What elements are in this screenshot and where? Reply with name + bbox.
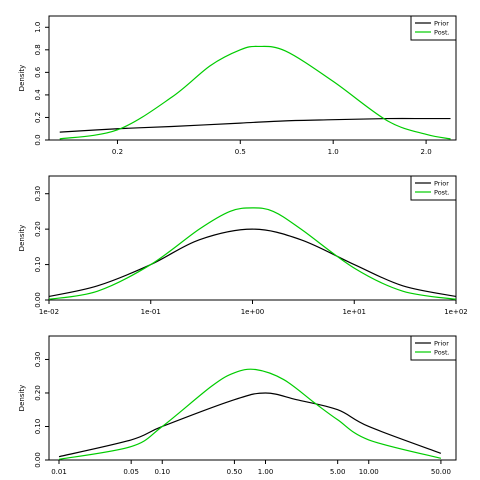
plot-frame <box>48 15 457 141</box>
x-tick-label: 10.00 <box>359 468 379 476</box>
y-axis-label: Density <box>18 65 26 92</box>
x-tick-label: 1e-01 <box>141 308 161 316</box>
y-tick-label: 0.6 <box>34 66 42 78</box>
legend-box <box>410 15 457 41</box>
y-tick-label: 0.10 <box>34 257 42 273</box>
y-tick-label: 0.30 <box>34 186 42 202</box>
x-tick-label: 1e+01 <box>342 308 366 316</box>
x-tick-label: 0.50 <box>227 468 243 476</box>
legend-label: Prior <box>434 180 449 188</box>
x-tick-label: 5.00 <box>330 468 346 476</box>
plot-frame <box>48 335 457 461</box>
x-tick-label: 1e+02 <box>444 308 468 316</box>
legend-label: Post. <box>434 349 450 357</box>
y-axis-label: Density <box>18 385 26 412</box>
x-tick-label: 1.0 <box>328 148 339 156</box>
x-tick-label: 0.10 <box>154 468 170 476</box>
y-tick-label: 0.00 <box>34 292 42 308</box>
y-tick-label: 0.10 <box>34 419 42 435</box>
x-tick-label: 0.01 <box>51 468 67 476</box>
series-line-prior <box>48 228 457 298</box>
legend-label: Prior <box>434 340 449 348</box>
y-tick-label: 1.0 <box>34 22 42 33</box>
y-tick-label: 0.2 <box>34 112 42 123</box>
x-tick-label: 0.2 <box>112 148 123 156</box>
legend-box <box>410 175 457 201</box>
chart-panel-1: 0.2 0.5 1.0 2.0 0.0 0.2 0.4 0.6 0.8 1.0 Density Pri… <box>18 15 457 156</box>
chart-panel-2: 1e-02 1e-01 1e+00 1e+01 1e+02 0.00 0.10 0.20 0.3… <box>18 175 468 316</box>
y-tick-label: 0.0 <box>34 134 42 145</box>
series-line-post <box>58 368 442 460</box>
series-line-prior <box>59 117 451 133</box>
series-line-prior <box>58 392 442 458</box>
x-tick-label: 0.5 <box>235 148 246 156</box>
x-tick-label: 1.00 <box>258 468 274 476</box>
series-line-post <box>59 45 451 140</box>
y-tick-label: 0.4 <box>34 89 42 101</box>
chart-panel-3: 0.01 0.05 0.10 0.50 1.00 5.00 10.00 50.00 0.00 0.… <box>18 335 457 476</box>
x-tick-label: 1e-02 <box>39 308 59 316</box>
legend-label: Post. <box>434 29 450 37</box>
legend-label: Post. <box>434 189 450 197</box>
x-tick-label: 2.0 <box>421 148 432 156</box>
x-tick-label: 50.00 <box>431 468 451 476</box>
y-tick-label: 0.30 <box>34 352 42 368</box>
legend-box <box>410 335 457 361</box>
series-line-post <box>48 207 457 300</box>
y-tick-label: 0.8 <box>34 44 42 55</box>
y-tick-label: 0.20 <box>34 385 42 401</box>
y-tick-label: 0.00 <box>34 452 42 468</box>
y-tick-label: 0.20 <box>34 221 42 237</box>
legend-label: Prior <box>434 20 449 28</box>
x-tick-label: 1e+00 <box>241 308 265 316</box>
y-axis-label: Density <box>18 225 26 252</box>
x-tick-label: 0.05 <box>123 468 139 476</box>
